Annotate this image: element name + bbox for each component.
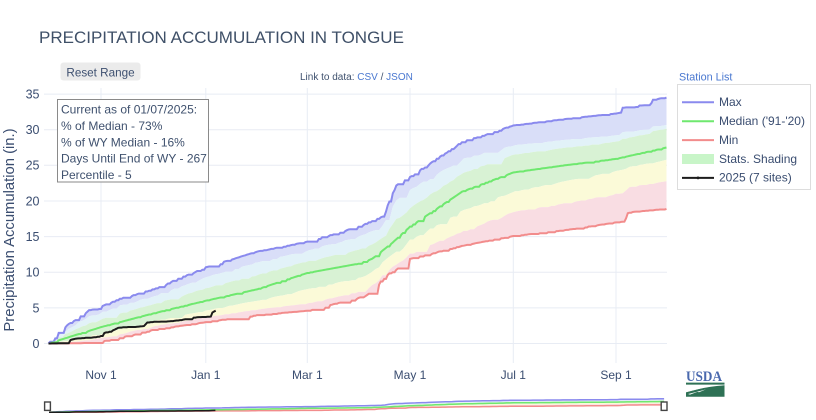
svg-text:30: 30: [26, 123, 40, 137]
svg-text:Stats. Shading: Stats. Shading: [719, 152, 797, 166]
svg-text:Sep 1: Sep 1: [600, 368, 632, 382]
svg-text:5: 5: [33, 301, 40, 315]
svg-text:Jul 1: Jul 1: [501, 368, 527, 382]
svg-text:15: 15: [26, 230, 40, 244]
svg-text:Percentile - 5: Percentile - 5: [61, 168, 132, 182]
svg-text:Mar 1: Mar 1: [292, 368, 323, 382]
svg-text:Days Until End of WY - 267: Days Until End of WY - 267: [61, 152, 207, 166]
svg-text:Reset Range: Reset Range: [66, 67, 134, 80]
svg-text:Median ('91-'20): Median ('91-'20): [719, 114, 805, 128]
svg-text:Link to data: CSV / JSON: Link to data: CSV / JSON: [300, 72, 413, 83]
svg-text:0: 0: [33, 337, 40, 351]
svg-text:Current as of 01/07/2025:: Current as of 01/07/2025:: [61, 103, 197, 117]
svg-text:USDA: USDA: [686, 369, 722, 385]
svg-text:PRECIPITATION ACCUMULATION IN: PRECIPITATION ACCUMULATION IN TONGUE: [39, 28, 404, 47]
svg-text:% of WY Median - 16%: % of WY Median - 16%: [61, 135, 185, 149]
svg-text:% of Median - 73%: % of Median - 73%: [61, 119, 163, 133]
svg-text:25: 25: [26, 159, 40, 173]
svg-text:10: 10: [26, 266, 40, 280]
svg-text:May 1: May 1: [394, 368, 427, 382]
svg-text:2025 (7 sites): 2025 (7 sites): [719, 171, 792, 185]
svg-text:Max: Max: [719, 95, 742, 109]
svg-text:Jan 1: Jan 1: [191, 368, 221, 382]
svg-text:35: 35: [26, 88, 40, 102]
svg-text:Precipitation Accumulation (in: Precipitation Accumulation (in.): [2, 128, 18, 331]
svg-text:Min: Min: [719, 133, 738, 147]
svg-text:Station List: Station List: [679, 72, 732, 84]
svg-text:Nov 1: Nov 1: [85, 368, 117, 382]
svg-text:20: 20: [26, 194, 40, 208]
